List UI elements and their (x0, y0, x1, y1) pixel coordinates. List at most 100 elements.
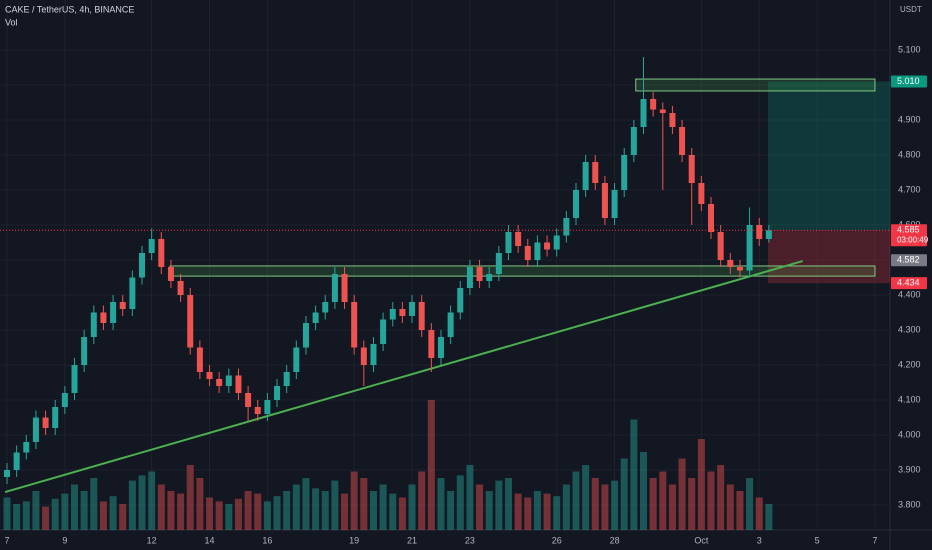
volume-bar (697, 439, 705, 530)
candle-body (659, 109, 666, 113)
volume-bar (524, 497, 532, 530)
drawings-layer (4, 78, 890, 494)
volume-bar (3, 497, 11, 530)
trendline (4, 260, 803, 494)
y-tick-label: 4.000 (898, 429, 921, 439)
candle-body (457, 288, 464, 313)
volume-bar (321, 491, 329, 530)
volume-bar (418, 471, 426, 530)
x-tick-label: 7 (4, 535, 9, 545)
candle-body (177, 281, 184, 295)
volume-bar (736, 491, 744, 530)
volume-bar (42, 506, 50, 530)
candle-body (476, 267, 483, 281)
y-tick-label: 5.100 (898, 44, 921, 54)
volume-bar (99, 501, 107, 530)
candle-body (534, 242, 541, 260)
candle-body (765, 230, 772, 239)
candle-body (110, 302, 117, 323)
volume-bar (659, 471, 667, 530)
x-tick-label: 9 (62, 535, 67, 545)
candle-body (302, 323, 309, 348)
candle-body (81, 337, 88, 365)
candle-body (139, 253, 146, 278)
candle-body (428, 330, 435, 358)
x-tick-label: 12 (147, 535, 157, 545)
candle-body (389, 309, 396, 320)
volume-bar (157, 484, 165, 530)
volume-bar (331, 480, 339, 530)
volume-bar (119, 504, 127, 530)
volume-bar (389, 493, 397, 530)
volume-bar (601, 484, 609, 530)
volume-bar (292, 484, 300, 530)
candle-body (505, 232, 512, 253)
candle-body (572, 190, 579, 218)
candle-body (669, 113, 676, 127)
volume-bar (80, 491, 88, 530)
volume-bar (148, 471, 156, 530)
candle-body (380, 319, 387, 344)
price-tag (891, 224, 927, 247)
candle-body (679, 127, 686, 155)
volume-bar (225, 504, 233, 530)
candle-body (322, 302, 329, 313)
x-tick-label: 26 (552, 535, 562, 545)
volume-bar (196, 478, 204, 530)
volume-bar (572, 471, 580, 530)
x-tick-label: 23 (465, 535, 475, 545)
price-tag-label: 4.434 (897, 277, 920, 287)
candle-body (515, 232, 522, 246)
volume-bar (206, 497, 214, 530)
candle-body (32, 417, 39, 442)
x-tick-label: 5 (815, 535, 820, 545)
candle-body (293, 347, 300, 372)
chart-title: CAKE / TetherUS, 4h, BINANCE (5, 4, 134, 14)
volume-bar (408, 484, 416, 530)
volume-bar (765, 504, 773, 530)
y-tick-label: 4.800 (898, 149, 921, 159)
zone (635, 78, 876, 92)
candle-body (360, 347, 367, 365)
price-tag-label: 4.585 (897, 225, 920, 235)
y-tick-label: 4.100 (898, 394, 921, 404)
volume-bar (485, 491, 493, 530)
price-tag-label: 4.582 (897, 255, 920, 265)
candle-body (708, 204, 715, 232)
candle-body (611, 190, 618, 218)
volume-bar (543, 493, 551, 530)
x-tick-label: 7 (872, 535, 877, 545)
candle-body (312, 312, 319, 323)
volume-bar (379, 484, 387, 530)
volume-bar (398, 497, 406, 530)
volume-bar (13, 504, 21, 530)
candle-body (621, 155, 628, 190)
candle-body (437, 337, 444, 358)
volume-bar (177, 493, 185, 530)
y-tick-label: 3.800 (898, 499, 921, 509)
candle-body (283, 372, 290, 386)
volume-bar (22, 501, 30, 530)
candle-body (13, 452, 20, 470)
y-tick-label: 4.700 (898, 184, 921, 194)
candle-body (592, 162, 599, 183)
volume-bar (61, 493, 69, 530)
candle-body (167, 267, 174, 281)
candle-body (399, 309, 406, 316)
volume-bar (312, 488, 320, 530)
candle-body (119, 302, 126, 309)
volume-bar (369, 491, 377, 530)
volume-bar (71, 484, 79, 530)
grid (0, 0, 890, 530)
candle-body (254, 407, 261, 414)
volume-bar (167, 491, 175, 530)
candle-body (235, 375, 242, 393)
candles-layer (0, 57, 890, 484)
volume-bar (427, 400, 435, 530)
volume-bar (437, 478, 445, 530)
volume-label: Vol (5, 17, 18, 27)
candle-body (563, 218, 570, 236)
x-tick-label: Oct (694, 535, 709, 545)
currency: USDT (900, 5, 922, 14)
